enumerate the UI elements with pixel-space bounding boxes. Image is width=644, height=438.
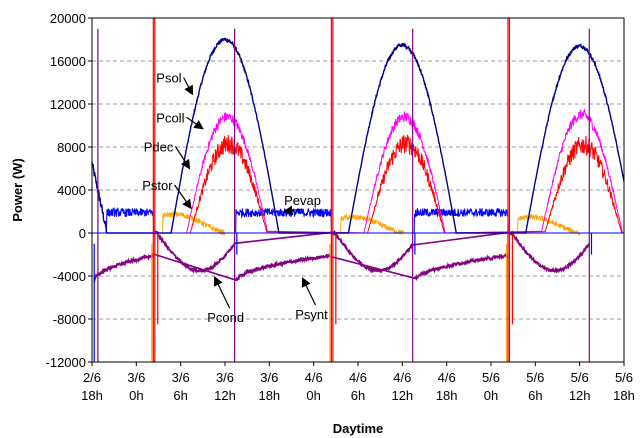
- x-tick-time: 18h: [436, 388, 458, 403]
- annotation-psynt: Psynt: [295, 307, 328, 322]
- x-tick-date: 3/6: [216, 370, 234, 385]
- x-tick-date: 4/6: [393, 370, 411, 385]
- annotation-arrow-psol: [183, 77, 194, 96]
- annotation-pcoll: Pcoll: [156, 110, 184, 125]
- y-tick-label: -4000: [53, 269, 86, 284]
- annotation-arrow-psynt: [301, 277, 316, 306]
- x-tick-time: 18h: [258, 388, 280, 403]
- x-tick-date: 3/6: [127, 370, 145, 385]
- annotation-arrow-pdec: [174, 145, 191, 170]
- y-tick-label: -12000: [46, 355, 86, 370]
- x-tick-date: 3/6: [260, 370, 278, 385]
- x-tick-date: 5/6: [615, 370, 633, 385]
- y-tick-label: -8000: [53, 312, 86, 327]
- y-tick-label: 20000: [50, 11, 86, 26]
- x-tick-time: 12h: [214, 388, 236, 403]
- series-Pcond: [152, 229, 590, 275]
- annotation-arrow-pevap: [282, 205, 303, 216]
- annotation-arrow-pcond: [213, 275, 231, 309]
- annotations: Psol Pcoll Pdec Pstor Pevap Pcond Psynt: [142, 71, 328, 326]
- x-tick-date: 5/6: [526, 370, 544, 385]
- x-tick-date: 5/6: [571, 370, 589, 385]
- x-tick-date: 2/6: [83, 370, 101, 385]
- x-tick-date: 4/6: [349, 370, 367, 385]
- x-tick-date: 4/6: [305, 370, 323, 385]
- series-Psynt: [93, 252, 509, 283]
- x-tick-time: 0h: [306, 388, 320, 403]
- series-Pstor: [92, 210, 624, 236]
- x-tick-time: 18h: [81, 388, 103, 403]
- y-tick-label: 0: [79, 226, 86, 241]
- x-tick-date: 4/6: [438, 370, 456, 385]
- y-tick-label: 8000: [57, 140, 86, 155]
- annotation-pcond: Pcond: [207, 310, 244, 325]
- x-tick-time: 6h: [528, 388, 542, 403]
- x-tick-time: 6h: [351, 388, 365, 403]
- x-tick-time: 12h: [391, 388, 413, 403]
- x-tick-date: 3/6: [172, 370, 190, 385]
- annotation-arrow-pstor: [174, 184, 192, 210]
- y-axis-title: Power (W): [10, 158, 25, 222]
- x-tick-time: 18h: [613, 388, 635, 403]
- x-axis: 2/6 18h 3/6 0h 3/6 6h 3/6 12h 3/6 18h 4/6 0h 4/6 6h 4/…: [81, 362, 635, 403]
- series-Psol: [91, 37, 625, 234]
- annotation-psol: Psol: [156, 71, 181, 86]
- annotation-pstor: Pstor: [142, 178, 173, 193]
- y-tick-label: 16000: [50, 54, 86, 69]
- y-tick-label: 12000: [50, 97, 86, 112]
- x-axis-title: Daytime: [333, 421, 384, 436]
- annotation-pevap: Pevap: [284, 193, 321, 208]
- x-tick-time: 0h: [484, 388, 498, 403]
- series-Pcoll: [186, 108, 623, 234]
- x-tick-time: 0h: [129, 388, 143, 403]
- annotation-pdec: Pdec: [144, 139, 174, 154]
- y-tick-label: 4000: [57, 183, 86, 198]
- annotation-arrow-pcoll: [186, 116, 204, 130]
- y-axis: 20000 16000 12000 8000 4000 0 -4000 -8000 -12000: [46, 11, 92, 370]
- x-tick-time: 6h: [173, 388, 187, 403]
- x-tick-date: 5/6: [482, 370, 500, 385]
- x-tick-time: 12h: [569, 388, 591, 403]
- series-Pdec: [189, 134, 623, 234]
- transient-spikes: [93, 18, 593, 362]
